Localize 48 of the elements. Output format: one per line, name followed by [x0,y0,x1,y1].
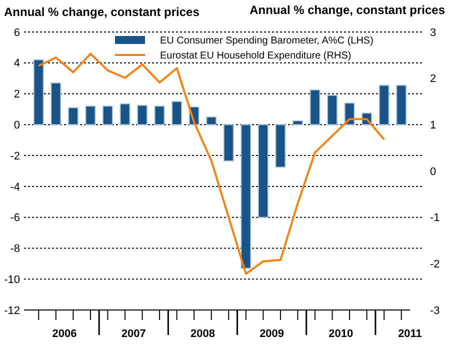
y-tick-label: -8 [10,243,20,256]
y-tick-label: 6 [14,26,20,39]
bar [85,106,96,126]
y2-tick-label: 0 [430,166,436,178]
bar [396,84,407,126]
bar [258,124,268,218]
y-axis-title: Annual % change, constant prices [4,5,200,19]
y-tick-label: 2 [14,88,20,101]
bar [120,103,130,126]
x-tick-label: 2011 [398,328,422,340]
bar [378,84,390,126]
legend-label: Eurostat EU Household Expenditure (RHS) [160,50,352,62]
bar [102,106,113,126]
y2-axis-title: Annual % change, constant prices [250,3,446,17]
bar [223,124,234,162]
y-tick-label: -10 [4,274,20,286]
y-tick-label: 4 [14,58,20,70]
bar [240,124,252,269]
x-tick-label: 2009 [260,328,284,340]
bar [172,101,182,126]
y-tick-label: -4 [10,181,20,194]
bar [327,94,338,126]
bar [33,59,44,126]
y2-tick-label: 2 [430,73,436,86]
bar [68,107,78,126]
bar [50,82,62,126]
bar [310,89,320,126]
bar [206,116,217,126]
x-tick-label: 2006 [52,328,77,340]
y2-tick-label: -3 [430,304,440,317]
y-tick-label: -6 [10,212,20,224]
legend-label: EU Consumer Spending Barometer, A%C (LHS) [160,36,374,46]
bar [292,120,303,126]
y-tick-label: -2 [10,150,20,162]
x-tick-label: 2008 [190,328,215,340]
line-series [38,52,386,275]
bar [154,106,165,126]
bar [275,124,286,168]
y2-tick-label: 1 [430,120,436,132]
x-tick-label: 2010 [328,328,354,340]
y-tick-label: -12 [4,304,20,317]
y-tick-label: 0 [14,120,20,132]
x-tick-label: 2007 [121,328,146,340]
bar [137,104,148,126]
bar [344,102,355,126]
y2-tick-label: -1 [430,212,440,224]
y2-tick-label: 3 [430,26,436,39]
y2-tick-label: -2 [430,258,440,271]
